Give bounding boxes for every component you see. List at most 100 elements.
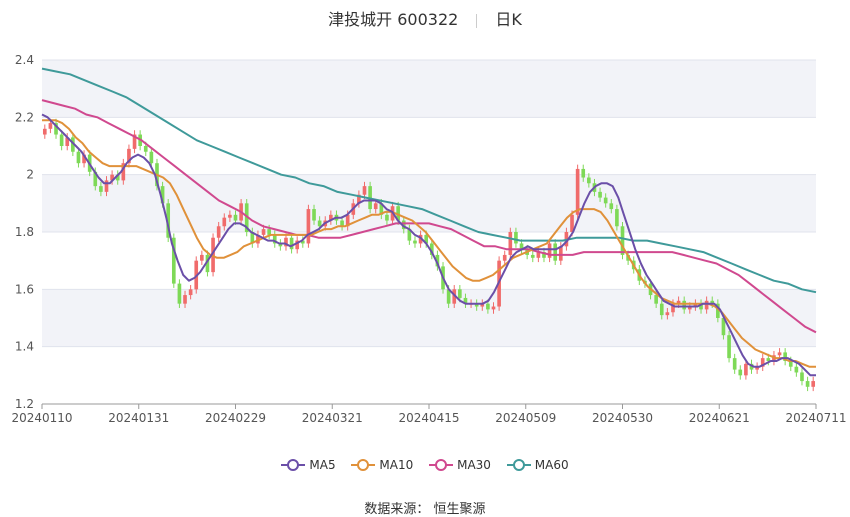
swatch-ring	[435, 459, 448, 471]
candle-body	[54, 123, 58, 135]
candle-body	[811, 381, 816, 387]
legend-label-ma10: MA10	[379, 458, 414, 472]
candle-body	[149, 151, 154, 164]
candle-body	[160, 186, 165, 204]
candle-body	[693, 303, 698, 307]
y-tick-label: 1.2	[15, 397, 34, 411]
legend-item-ma10[interactable]: MA10	[351, 458, 413, 472]
candle-body	[704, 300, 709, 310]
candle-body	[183, 295, 187, 304]
x-tick-label: 20240509	[495, 411, 556, 425]
candle-body	[216, 226, 221, 238]
ma10-line	[42, 119, 816, 368]
candle-body	[317, 220, 322, 227]
candle-body	[396, 206, 400, 221]
candle-body	[727, 335, 731, 359]
swatch-ring	[512, 459, 525, 471]
candle-body	[446, 289, 451, 304]
candle-body	[104, 180, 109, 192]
candle-body	[744, 363, 748, 376]
candle-body	[519, 243, 524, 250]
x-tick-label: 20240110	[11, 411, 72, 425]
candle-body	[373, 203, 378, 210]
legend-item-ma60[interactable]: MA60	[506, 458, 569, 472]
y-tick-label: 2.4	[15, 53, 34, 67]
stock-name: 津投城开 600322	[328, 10, 459, 29]
candle-body	[115, 174, 120, 181]
candle-body	[256, 234, 260, 244]
candle-body	[272, 234, 277, 244]
candle-body	[452, 289, 457, 304]
candle-body	[480, 303, 485, 307]
candle-body	[345, 214, 350, 227]
candle-body	[82, 154, 86, 164]
candle-body	[794, 366, 799, 373]
candle-body	[244, 203, 249, 232]
candle-body	[205, 254, 210, 273]
candle-body	[401, 220, 406, 230]
x-tick-label: 20240131	[108, 411, 169, 425]
candle-body	[615, 209, 619, 227]
candle-body	[250, 232, 255, 244]
candle-body	[357, 194, 361, 204]
candle-body	[233, 214, 238, 221]
candle-body	[699, 303, 703, 310]
candle-body	[177, 283, 182, 304]
candle-body	[278, 243, 283, 247]
candle-body	[721, 318, 726, 336]
candle-body	[211, 237, 215, 273]
candle-body	[171, 237, 176, 284]
candle-body	[508, 232, 513, 255]
candle-body	[228, 214, 232, 218]
x-tick-label: 20240229	[205, 411, 266, 425]
candle-body	[59, 134, 64, 146]
legend-label-ma5: MA5	[309, 458, 336, 472]
candle-body	[71, 137, 75, 152]
ma60-line	[41, 67, 817, 294]
legend-label-ma60: MA60	[534, 458, 569, 472]
candle-body	[188, 289, 193, 296]
candle-body	[132, 134, 137, 149]
candle-body	[127, 148, 131, 164]
legend-item-ma5[interactable]: MA5	[281, 458, 336, 472]
candle-body	[514, 232, 518, 244]
x-tick-label: 20240621	[689, 411, 750, 425]
candle-body	[598, 191, 602, 198]
legend-item-ma30[interactable]: MA30	[429, 458, 491, 472]
candle-body	[340, 220, 344, 227]
candle-body	[536, 252, 541, 258]
candle-body	[143, 146, 148, 152]
candle-body	[295, 240, 300, 250]
candle-body	[654, 295, 658, 304]
kline-chart: 1.2 1.4 1.6 1.8 2 2.2 2.4 20240110 20240131 20240…	[11, 53, 846, 425]
candle-body	[676, 300, 681, 304]
candle-body	[435, 254, 440, 267]
candle-body	[659, 303, 664, 316]
candle-body	[783, 352, 787, 361]
candle-body	[413, 240, 417, 244]
swatch-ring	[287, 459, 300, 471]
candle-body	[42, 128, 47, 135]
candle-body	[200, 254, 204, 261]
y-tick-label: 1.4	[15, 340, 34, 354]
candle-body	[289, 237, 294, 250]
period-label[interactable]: 日K	[495, 10, 522, 29]
candle-body	[93, 171, 98, 187]
y-tick-label: 2.2	[15, 110, 34, 124]
candle-body	[379, 203, 384, 215]
candle-body	[99, 186, 103, 192]
legend-label-ma30: MA30	[457, 458, 491, 472]
ma30-line	[41, 99, 817, 334]
candle-body	[121, 163, 126, 181]
y-tick-label: 2	[26, 168, 34, 182]
data-source-note: 数据来源： 恒生聚源	[364, 502, 486, 517]
candle-body	[732, 358, 737, 370]
candle-body	[300, 240, 305, 244]
candle-body	[553, 243, 558, 261]
candle-body	[429, 243, 434, 255]
candle-body	[407, 229, 412, 241]
candle-body	[760, 358, 765, 367]
x-tick-label: 20240530	[592, 411, 653, 425]
chart-legend: MA5 MA10 MA30 MA60	[0, 458, 850, 475]
ma10-swatch-icon	[351, 458, 376, 472]
